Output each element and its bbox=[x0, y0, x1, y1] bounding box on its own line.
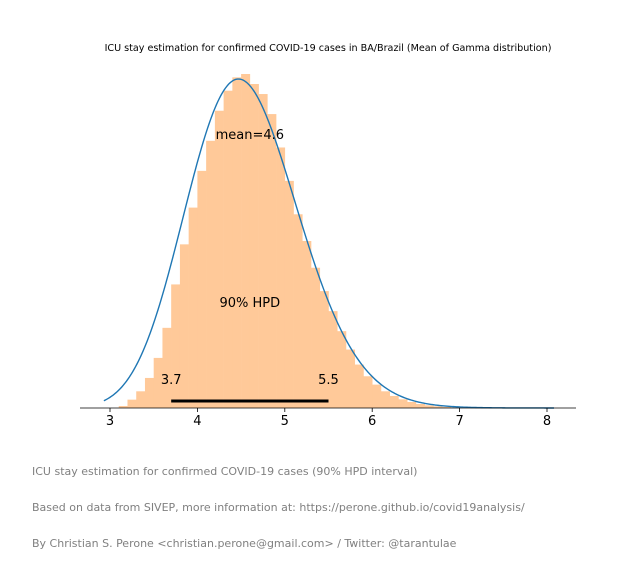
histogram-bar bbox=[407, 401, 417, 408]
histogram bbox=[118, 74, 452, 409]
histogram-bar bbox=[223, 90, 233, 408]
histogram-bar bbox=[171, 284, 181, 408]
histogram-bar bbox=[328, 311, 338, 408]
x-tick-label: 5 bbox=[281, 414, 289, 429]
histogram-bar bbox=[258, 94, 268, 408]
histogram-bar bbox=[337, 331, 347, 408]
histogram-bar bbox=[206, 140, 216, 409]
x-tick-label: 8 bbox=[543, 414, 551, 429]
hpd-label: 90% HPD bbox=[220, 296, 281, 311]
chart: ICU stay estimation for confirmed COVID-… bbox=[80, 43, 576, 429]
histogram-bar bbox=[276, 147, 286, 409]
histogram-bar bbox=[293, 214, 303, 408]
histogram-bar bbox=[197, 170, 207, 408]
chart-title: ICU stay estimation for confirmed COVID-… bbox=[105, 43, 552, 54]
footer-line-1: ICU stay estimation for confirmed COVID-… bbox=[32, 465, 418, 478]
histogram-bar bbox=[144, 377, 154, 408]
histogram-bar bbox=[380, 391, 390, 408]
hpd-lower-label: 3.7 bbox=[161, 373, 182, 388]
histogram-bar bbox=[214, 110, 224, 409]
histogram-bar bbox=[302, 241, 312, 408]
x-axis-ticks: 3 4 5 6 7 8 bbox=[106, 408, 551, 429]
density-curve bbox=[103, 78, 554, 409]
hpd-upper-label: 5.5 bbox=[318, 373, 339, 388]
x-tick-label: 3 bbox=[106, 414, 114, 429]
histogram-bar bbox=[363, 376, 373, 408]
histogram-bar bbox=[267, 114, 277, 408]
x-tick-label: 6 bbox=[368, 414, 376, 429]
histogram-bar bbox=[232, 77, 242, 408]
histogram-bar bbox=[118, 405, 128, 408]
histogram-bar bbox=[127, 399, 137, 408]
histogram-bar bbox=[424, 405, 434, 408]
histogram-bar bbox=[319, 291, 329, 408]
histogram-bar bbox=[442, 406, 452, 408]
x-tick-label: 7 bbox=[455, 414, 463, 429]
mean-label: mean=4.6 bbox=[216, 128, 284, 143]
histogram-bar bbox=[345, 349, 356, 408]
histogram-bar bbox=[372, 384, 382, 408]
histogram-bar bbox=[433, 406, 443, 408]
histogram-bar bbox=[415, 403, 425, 408]
histogram-bar bbox=[389, 395, 399, 408]
histogram-bar bbox=[354, 364, 364, 408]
histogram-bar bbox=[398, 399, 408, 408]
footer-line-3: By Christian S. Perone <christian.perone… bbox=[32, 537, 457, 550]
x-tick-label: 4 bbox=[193, 414, 201, 429]
histogram-bar bbox=[249, 84, 259, 409]
footer-credits: ICU stay estimation for confirmed COVID-… bbox=[32, 442, 525, 562]
histogram-bar bbox=[162, 327, 172, 408]
footer-line-2: Based on data from SIVEP, more informati… bbox=[32, 501, 525, 514]
histogram-bar bbox=[284, 180, 294, 408]
histogram-bar bbox=[179, 244, 189, 408]
histogram-bar bbox=[241, 74, 251, 408]
histogram-bar bbox=[153, 357, 163, 408]
histogram-bar bbox=[136, 391, 146, 408]
histogram-bar bbox=[311, 267, 321, 408]
histogram-bar bbox=[188, 207, 198, 408]
